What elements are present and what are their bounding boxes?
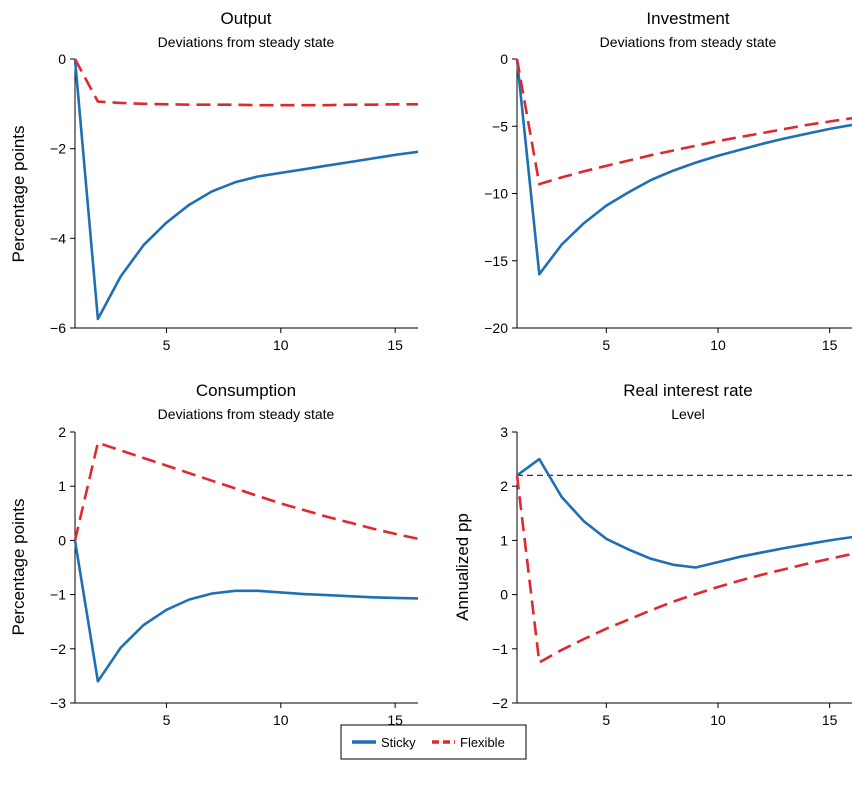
y-tick-label: −5: [492, 118, 508, 134]
x-tick-label: 15: [822, 337, 838, 353]
panel-title: Real interest rate: [623, 381, 752, 400]
panel-subtitle: Level: [671, 406, 704, 422]
panel-subtitle: Deviations from steady state: [158, 34, 335, 50]
y-tick-label: 2: [58, 424, 66, 440]
y-tick-label: 3: [500, 424, 508, 440]
y-axis-label: Percentage points: [9, 125, 28, 262]
series-sticky-line: [515, 58, 852, 276]
y-tick-label: −1: [50, 587, 66, 603]
legend-label-sticky: Sticky: [381, 735, 416, 750]
panel-subtitle: Deviations from steady state: [158, 406, 335, 422]
x-tick-label: 5: [163, 337, 171, 353]
y-tick-label: −15: [484, 253, 508, 269]
series-sticky-line: [73, 58, 419, 321]
y-tick-label: −2: [492, 695, 508, 711]
y-tick-label: −2: [50, 641, 66, 657]
y-tick-label: −4: [50, 230, 66, 246]
series-sticky-line: [73, 540, 419, 683]
y-tick-label: −2: [50, 141, 66, 157]
y-tick-label: 1: [500, 532, 508, 548]
legend: Sticky Flexible: [340, 724, 527, 760]
x-tick-label: 10: [273, 337, 289, 353]
series-flexible-line: [515, 58, 852, 186]
plot-area-investment: 0 −5 −10 −15 −20 5 10 15: [484, 51, 852, 353]
x-tick-label: 10: [710, 712, 726, 728]
y-tick-label: 2: [500, 478, 508, 494]
y-axis-label: Annualized pp: [453, 513, 472, 621]
x-tick-label: 15: [387, 337, 403, 353]
y-tick-label: −10: [484, 186, 508, 202]
y-tick-label: 0: [500, 587, 508, 603]
y-tick-label: −3: [50, 695, 66, 711]
panel-subtitle: Deviations from steady state: [600, 34, 777, 50]
x-tick-label: 10: [273, 712, 289, 728]
y-axis-label: Percentage points: [9, 498, 28, 635]
plot-area-output: 0 −2 −4 −6 5 10 15: [50, 51, 419, 353]
x-tick-label: 5: [163, 712, 171, 728]
y-tick-label: 0: [58, 532, 66, 548]
y-tick-label: 1: [58, 478, 66, 494]
plot-area-consumption: 210−1−2−35 10 15: [50, 424, 419, 728]
panel-output: Output Deviations from steady state Perc…: [9, 9, 419, 353]
x-tick-label: 10: [710, 337, 726, 353]
x-tick-label: 15: [387, 712, 403, 728]
panel-investment: Investment Deviations from steady state …: [484, 9, 852, 353]
x-tick-label: 5: [602, 712, 610, 728]
x-tick-label: 5: [602, 337, 610, 353]
panel-title: Output: [220, 9, 271, 28]
y-tick-label: −1: [492, 641, 508, 657]
y-tick-label: −6: [50, 320, 66, 336]
series-flexible-line: [515, 475, 852, 664]
panel-title: Consumption: [196, 381, 296, 400]
panel-real-interest-rate: Real interest rate Level Annualized pp 3…: [453, 381, 852, 728]
x-tick-label: 15: [822, 712, 838, 728]
series-flexible-line: [73, 441, 419, 541]
y-tick-label: 0: [500, 51, 508, 67]
panel-title: Investment: [646, 9, 729, 28]
panel-consumption: Consumption Deviations from steady state…: [9, 381, 419, 728]
y-tick-label: 0: [58, 51, 66, 67]
series-sticky-line: [516, 457, 852, 569]
legend-label-flexible: Flexible: [460, 735, 505, 750]
y-tick-label: −20: [484, 320, 508, 336]
series-flexible-line: [73, 58, 418, 107]
